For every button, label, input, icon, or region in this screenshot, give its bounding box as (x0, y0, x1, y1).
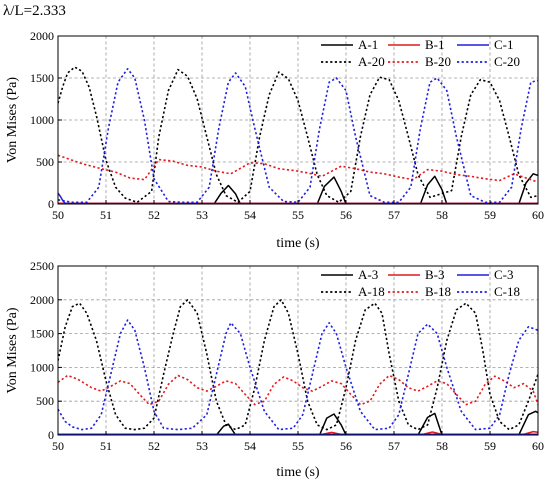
legend-label-B-18: B-18 (425, 284, 451, 299)
series-line-B-20 (58, 154, 538, 183)
y-tick-label: 2000 (30, 29, 54, 43)
legend-label-C-20: C-20 (494, 54, 520, 69)
legend-label-B-3: B-3 (425, 267, 445, 282)
x-tick-label: 50 (52, 439, 64, 453)
x-tick-label: 57 (388, 208, 400, 222)
y-tick-label: 500 (36, 155, 54, 169)
legend-label-A-1: A-1 (358, 37, 378, 52)
series-line-C-18 (58, 319, 538, 431)
legend-label-C-18: C-18 (494, 284, 520, 299)
y-tick-label: 1500 (30, 71, 54, 85)
x-tick-label: 60 (532, 439, 544, 453)
x-tick-label: 57 (388, 439, 400, 453)
y-tick-label: 2500 (30, 259, 54, 273)
x-tick-label: 54 (244, 439, 256, 453)
x-tick-label: 51 (100, 208, 112, 222)
legend-label-A-18: A-18 (358, 284, 385, 299)
y-tick-label: 1500 (30, 327, 54, 341)
legend-label-B-20: B-20 (425, 54, 451, 69)
page-label: λ/L=2.333 (3, 3, 66, 19)
chart-bottom: 50 51 52 53 54 55 56 57 58 59 60 0 500 1000 1500 2000 25… (5, 259, 544, 480)
x-tick-label: 58 (436, 439, 448, 453)
x-tick-label: 51 (100, 439, 112, 453)
series-line-A-1 (202, 173, 538, 204)
legend-label-C-1: C-1 (494, 37, 514, 52)
x-tick-label: 59 (484, 439, 496, 453)
x-tick-label: 60 (532, 208, 544, 222)
x-tick-label: 56 (340, 208, 352, 222)
x-tick-label: 58 (436, 208, 448, 222)
legend-label-A-20: A-20 (358, 54, 385, 69)
x-tick-label: 55 (292, 439, 304, 453)
y-tick-label: 500 (36, 394, 54, 408)
y-axis-label: Von Mises (Pa) (5, 307, 20, 393)
y-axis-label: Von Mises (Pa) (5, 77, 20, 163)
x-tick-label: 55 (292, 208, 304, 222)
y-tick-label: 0 (48, 428, 54, 442)
x-tick-label: 56 (340, 439, 352, 453)
legend-label-A-3: A-3 (358, 267, 378, 282)
x-tick-label: 52 (148, 208, 160, 222)
series-line-A-20 (58, 66, 538, 204)
series-line-A-18 (58, 298, 538, 431)
chart-top: 50 51 52 53 54 55 56 57 58 59 60 0 500 1000 1500 2000 ti… (5, 29, 544, 251)
legend-label-C-3: C-3 (494, 267, 514, 282)
series-line-C-20 (58, 68, 538, 204)
x-tick-label: 53 (196, 208, 208, 222)
x-tick-label: 50 (52, 208, 64, 222)
x-tick-label: 53 (196, 439, 208, 453)
y-tick-label: 2000 (30, 293, 54, 307)
x-tick-label: 52 (148, 439, 160, 453)
y-tick-label: 1000 (30, 360, 54, 374)
series-line-B-3 (58, 430, 538, 435)
x-tick-label: 59 (484, 208, 496, 222)
x-axis-label: time (s) (276, 236, 319, 251)
series-group (58, 298, 538, 435)
y-tick-label: 1000 (30, 113, 54, 127)
x-tick-label: 54 (244, 208, 256, 222)
legend-label-B-1: B-1 (425, 37, 445, 52)
series-line-B-18 (58, 374, 538, 406)
y-tick-label: 0 (48, 197, 54, 211)
x-axis-label: time (s) (276, 465, 319, 480)
